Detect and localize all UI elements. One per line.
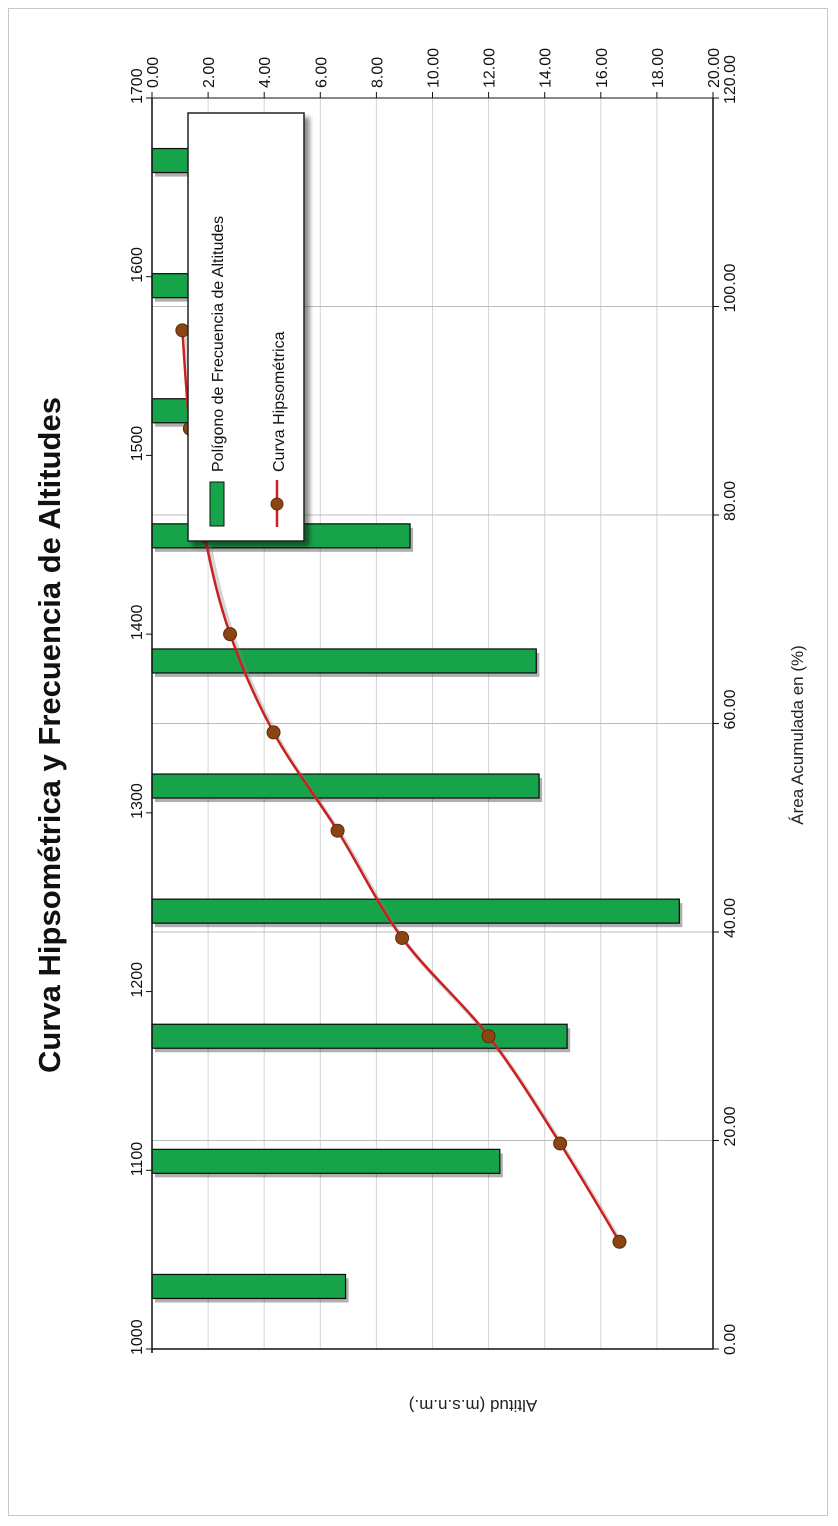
tick-label-value: 10.00 xyxy=(426,48,443,88)
tick-label-value: 4.00 xyxy=(257,57,274,88)
legend-label-line: Curva Hipsométrica xyxy=(271,331,288,472)
tick-label-altitude: 1400 xyxy=(129,604,146,640)
tick-label-value: 14.00 xyxy=(538,48,555,88)
tick-label-altitude: 1700 xyxy=(129,68,146,104)
legend-label-bars: Polígono de Frecuencia de Altitudes xyxy=(210,216,227,472)
curve-point xyxy=(223,627,238,642)
tick-label-altitude: 1500 xyxy=(129,426,146,462)
legend: Polígono de Frecuencia de Altitudes Curv… xyxy=(187,112,305,542)
legend-bar-swatch xyxy=(209,481,225,527)
chart-title: Curva Hipsométrica y Frecuencia de Altit… xyxy=(32,397,67,1073)
tick-label-area: 60.00 xyxy=(722,689,739,729)
axes: 0.00 2.00 4.00 6.00 8.00 10.00 12.00 14.00 16.00… xyxy=(129,48,739,1355)
bar xyxy=(151,1023,568,1049)
tick-label-area: 20.00 xyxy=(722,1106,739,1146)
curve-point xyxy=(395,930,410,945)
legend-box xyxy=(187,112,305,542)
tick-label-value: 16.00 xyxy=(594,48,611,88)
bar xyxy=(151,648,537,674)
tick-label-value: 8.00 xyxy=(369,57,386,88)
tick-label-value: 18.00 xyxy=(650,48,667,88)
curve-point xyxy=(612,1234,627,1249)
legend-line-marker xyxy=(270,497,284,511)
tick-label-altitude: 1100 xyxy=(129,1142,146,1177)
tick-label-area: 100.00 xyxy=(722,263,739,312)
tick-label-value: 2.00 xyxy=(201,57,218,88)
tick-label-value: 6.00 xyxy=(313,57,330,88)
tick-label-value: 0.00 xyxy=(145,57,162,88)
x-axis-label: Altitud (m.s.n.m.) xyxy=(409,1396,537,1415)
bar xyxy=(151,1273,347,1300)
tick-label-altitude: 1300 xyxy=(129,783,146,819)
curve-point xyxy=(481,1029,496,1044)
tick-label-value: 12.00 xyxy=(482,48,499,88)
curve-point xyxy=(330,823,345,838)
tick-label-altitude: 1200 xyxy=(129,962,146,998)
curve-point xyxy=(175,323,190,338)
bar xyxy=(151,898,680,924)
tick-label-area: 40.00 xyxy=(722,898,739,938)
tick-label-altitude: 1600 xyxy=(129,247,146,283)
curve-point xyxy=(266,725,281,740)
tick-label-area: 80.00 xyxy=(722,481,739,521)
y-axis-right-label: Área Acumulada en (%) xyxy=(788,645,807,825)
tick-label-area: 0.00 xyxy=(722,1324,739,1355)
tick-label-altitude: 1000 xyxy=(129,1319,146,1355)
bar xyxy=(151,773,540,799)
bar xyxy=(151,1148,501,1174)
tick-label-value: 20.00 xyxy=(706,48,723,88)
curve-point xyxy=(553,1136,568,1151)
chart-frame xyxy=(8,8,828,1516)
tick-label-area: 120.00 xyxy=(722,55,739,104)
